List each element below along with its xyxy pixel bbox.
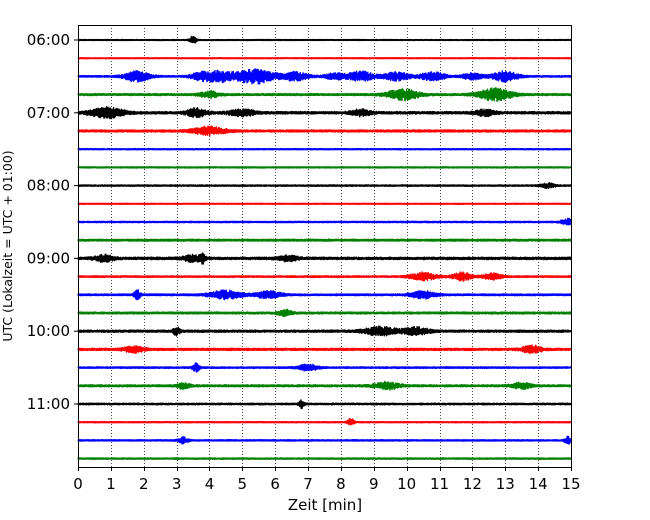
seismogram-trace-1015	[77, 344, 572, 355]
trace-group	[77, 35, 572, 460]
seismogram-trace-0730	[77, 147, 572, 151]
seismogram-trace-1000	[77, 325, 572, 337]
seismogram-trace-0645	[77, 87, 572, 103]
grid-lines	[111, 25, 539, 467]
seismogram-trace-0930	[77, 289, 572, 301]
seismogram-trace-1145	[77, 457, 572, 460]
seismogram-trace-1100	[77, 399, 572, 410]
seismogram-trace-0800	[77, 181, 572, 190]
y-tick-label: 09:00	[27, 249, 70, 267]
x-tick-label: 15	[561, 475, 580, 493]
seismogram-trace-0815	[77, 202, 572, 205]
seismogram-trace-0630	[77, 68, 572, 85]
x-tick-label: 11	[430, 475, 449, 493]
y-tick-label: 08:00	[27, 177, 70, 195]
x-tick-label: 7	[303, 475, 313, 493]
y-tick-label: 10:00	[27, 322, 70, 340]
x-tick-label: 8	[336, 475, 346, 493]
seismogram-trace-1045	[77, 380, 572, 391]
x-axis-label: Zeit [min]	[288, 496, 362, 514]
x-tick-label: 10	[397, 475, 416, 493]
x-tick-label: 2	[139, 475, 149, 493]
x-tick-label: 14	[529, 475, 548, 493]
x-tick-label: 5	[238, 475, 248, 493]
seismogram-trace-0715	[77, 125, 572, 137]
x-tick-label: 0	[73, 475, 83, 493]
x-tick-label: 9	[369, 475, 379, 493]
x-tick-label: 13	[496, 475, 515, 493]
seismogram-trace-1030	[77, 362, 572, 373]
seismogram-trace-1115	[77, 418, 572, 426]
seismogram-trace-0745	[77, 166, 572, 169]
seismogram-trace-0615	[77, 57, 572, 60]
y-tick-label: 07:00	[27, 104, 70, 122]
seismogram-trace-0915	[77, 271, 572, 282]
x-tick-label: 4	[205, 475, 215, 493]
seismogram-trace-0945	[77, 308, 572, 318]
seismogram-trace-1130	[77, 435, 572, 445]
y-tick-label: 11:00	[27, 395, 70, 413]
y-tick-label: 06:00	[27, 31, 70, 49]
x-tick-label: 12	[463, 475, 482, 493]
seismogram-trace-0700	[77, 106, 572, 120]
plot-frame	[78, 25, 572, 468]
seismogram-trace-0845	[77, 238, 572, 242]
x-axis: 0 1 2 3 4 5 6 7 8 9 10 11 12 13 14 15	[73, 467, 581, 493]
seismogram-trace-0600	[77, 35, 572, 44]
y-axis: 06:00 07:00 08:00 09:00 10:00 11:00	[27, 31, 78, 413]
seismogram-trace-0900	[77, 252, 572, 265]
x-tick-label: 1	[106, 475, 116, 493]
x-tick-label: 6	[270, 475, 280, 493]
x-tick-label: 3	[172, 475, 182, 493]
y-axis-label: UTC (Lokalzeit = UTC + 01:00)	[0, 150, 15, 341]
seismogram-trace-0830	[77, 217, 572, 226]
